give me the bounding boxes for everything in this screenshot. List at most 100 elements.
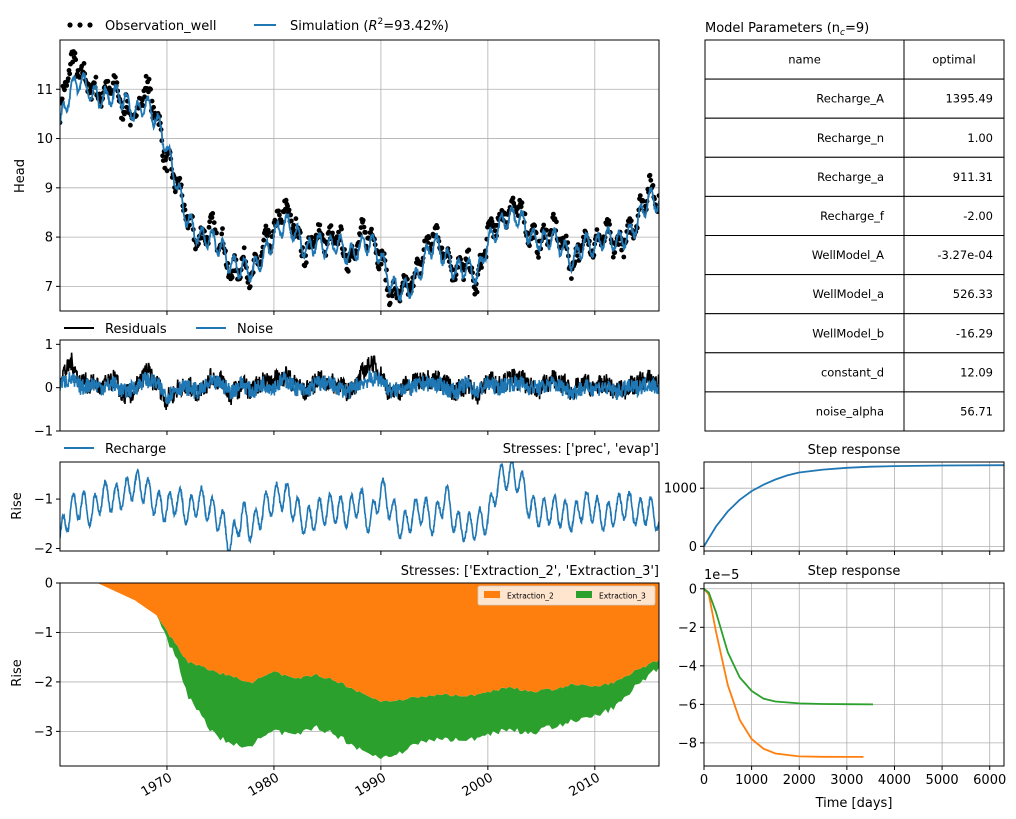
observation-point <box>60 96 65 102</box>
table-param-name: WellModel_b <box>812 326 884 340</box>
observation-point <box>293 216 299 222</box>
observation-point <box>276 208 281 214</box>
legend-label-observation-well: Observation_well <box>105 19 217 34</box>
observation-point <box>345 268 351 274</box>
observation-point <box>479 265 484 270</box>
observation-point <box>328 223 334 229</box>
y-tick-label: −6 <box>678 698 697 713</box>
observation-point <box>378 261 384 267</box>
observation-point <box>317 222 323 228</box>
observation-point <box>187 222 192 228</box>
observation-point <box>575 253 580 258</box>
observation-point <box>563 233 569 239</box>
y-tick-label: 7 <box>45 280 53 295</box>
y-tick-label: −4 <box>678 659 697 674</box>
observation-point <box>637 193 643 199</box>
step-response-extraction-xlabel: Time [days] <box>815 796 893 811</box>
y-tick-label: 1 <box>45 338 53 353</box>
step-response-recharge-plot-area: 0 1000 <box>664 461 1005 555</box>
head-panel: 7 8 9 10 11 Observation_well Simulation (R2=… <box>13 17 660 315</box>
observation-point <box>286 207 292 213</box>
observation-point <box>640 198 646 204</box>
observation-point <box>363 230 368 235</box>
y-tick-label: 0 <box>689 540 697 555</box>
table-cell <box>903 352 1005 393</box>
grid-lines <box>703 583 1004 766</box>
y-tick-label: −2 <box>678 621 697 636</box>
observation-point <box>361 224 367 230</box>
observation-point <box>142 94 148 100</box>
observation-point <box>146 76 152 82</box>
table-cell <box>704 391 905 432</box>
parameters-table-body: name optimal Recharge_A 1395.49 Recharge_n 1.… <box>704 39 1005 432</box>
observation-point <box>474 289 480 295</box>
legend-label-simulation: Simulation (R2=93.42%) <box>290 17 449 34</box>
observation-point <box>220 226 225 232</box>
observation-point <box>439 245 445 251</box>
observation-point <box>266 230 272 236</box>
observation-point <box>648 177 654 183</box>
legend-box <box>477 585 656 606</box>
axes-frame <box>703 461 1005 552</box>
axes-frame <box>59 339 660 432</box>
observation-point <box>285 203 290 209</box>
table-param-value: -2.00 <box>963 209 993 223</box>
table-param-value: 911.31 <box>953 170 993 184</box>
observation-point <box>551 211 556 217</box>
step-response-recharge-panel: 0 1000 Step response <box>664 443 1005 555</box>
head-ylabel: Head <box>13 159 28 193</box>
table-param-name: Recharge_A <box>816 92 884 106</box>
table-param-value: -3.27e-04 <box>937 248 993 262</box>
observation-point <box>610 254 616 260</box>
axes-frame <box>59 582 660 767</box>
observation-point <box>650 183 656 188</box>
observation-point <box>326 229 332 235</box>
table-param-name: WellModel_A <box>812 248 884 262</box>
legend-swatch-extraction-3 <box>576 591 592 598</box>
observation-point <box>510 195 516 201</box>
observation-point <box>303 260 309 266</box>
step-response-extraction-3-line <box>704 588 874 706</box>
legend-label-noise: Noise <box>237 322 273 337</box>
legend-label-extraction-3: Extraction_3 <box>599 592 646 601</box>
head-plot-area: 7 8 9 10 11 <box>36 39 660 315</box>
observation-point <box>177 175 183 181</box>
table-param-name: constant_d <box>821 365 884 379</box>
observation-point <box>530 235 536 241</box>
y-tick-label: 10 <box>36 132 53 147</box>
observation-point <box>277 212 282 218</box>
step-response-extraction-panel: 0 −2 −4 −6 −8 0 1000 2000 3000 4000 5000 6000 Step … <box>678 564 1006 811</box>
observation-point <box>72 50 78 56</box>
extraction-2-area <box>97 583 659 702</box>
observation-point <box>656 193 659 198</box>
table-param-value: 1395.49 <box>945 92 993 106</box>
legend-label-residuals: Residuals <box>105 322 167 337</box>
legend-label-extraction-2: Extraction_2 <box>507 592 554 601</box>
observation-point <box>73 57 79 63</box>
y-tick-label: 9 <box>45 181 53 196</box>
parameters-table: Model Parameters (nc=9) name optimal Recha… <box>704 21 1005 432</box>
observation-point <box>114 80 120 86</box>
x-tick-label: 6000 <box>973 773 1006 788</box>
table-cell <box>704 156 905 197</box>
observation-point <box>148 86 154 92</box>
recharge-panel: −2 −1 Recharge Stresses: ['prec', 'evap']… <box>10 442 660 557</box>
plot-marks <box>60 49 659 308</box>
step-response-extraction-scale: 1e−5 <box>704 568 739 583</box>
observation-point <box>426 235 432 241</box>
table-param-name: noise_alpha <box>816 404 884 418</box>
x-tick-label: 2000 <box>783 773 816 788</box>
observation-point <box>214 230 219 236</box>
legend-swatch-extraction-2 <box>484 591 500 598</box>
extraction-ylabel: Rise <box>10 659 25 686</box>
recharge-title: Stresses: ['prec', 'evap'] <box>503 442 659 457</box>
extraction-legend: Extraction_2 Extraction_3 <box>477 585 656 606</box>
observation-point <box>113 74 118 80</box>
observation-point <box>628 218 634 224</box>
observation-point <box>207 219 213 225</box>
legend-label-recharge: Recharge <box>105 442 166 457</box>
plot-marks <box>60 352 659 411</box>
table-header-name: name <box>788 53 821 67</box>
y-tick-label: 8 <box>45 231 53 246</box>
table-cell <box>903 195 1005 236</box>
